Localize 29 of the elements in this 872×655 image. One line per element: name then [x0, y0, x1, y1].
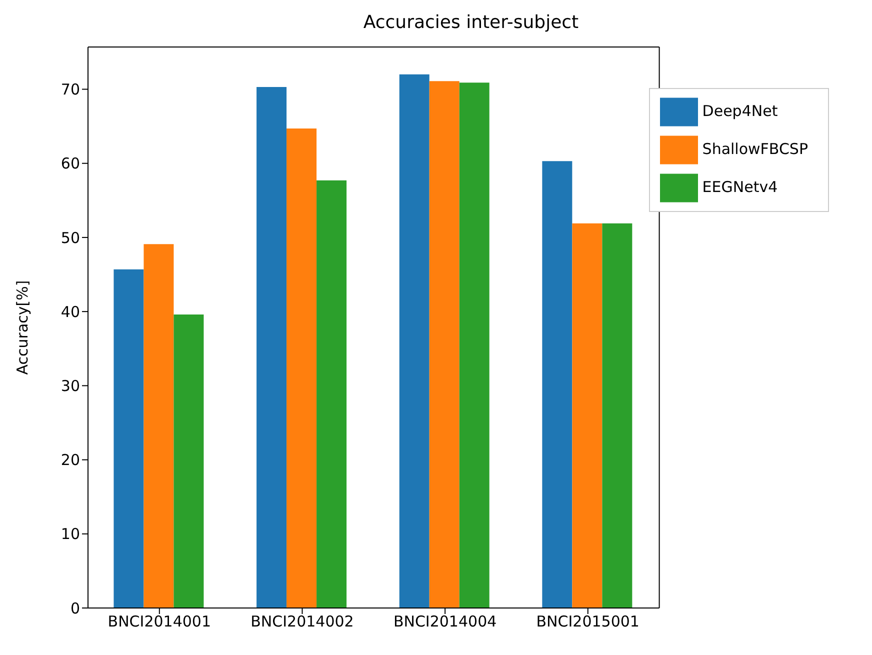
- bar: [399, 74, 430, 608]
- chart-title: Accuracies inter-subject: [362, 11, 580, 35]
- bar: [316, 180, 347, 608]
- bar: [174, 314, 204, 608]
- y-axis-title: Accuracy[%]: [13, 280, 32, 375]
- legend-label: Deep4Net: [702, 102, 778, 120]
- bar: [114, 269, 144, 608]
- bar: [144, 244, 174, 608]
- legend-label: ShallowFBCSP: [702, 140, 808, 158]
- bar: [542, 161, 572, 608]
- x-tick-label: BNCI2014002: [250, 612, 354, 631]
- x-tick-label: BNCI2015001: [536, 612, 640, 631]
- y-tick-label: 20: [60, 451, 80, 470]
- bar: [459, 82, 490, 608]
- y-tick-label: 60: [60, 154, 80, 173]
- y-tick-label: 50: [60, 228, 80, 247]
- x-tick-label: BNCI2014004: [393, 612, 497, 631]
- y-tick-label: 40: [60, 302, 80, 321]
- y-tick-label: 30: [60, 377, 80, 395]
- legend-label: EEGNetv4: [702, 178, 778, 196]
- bar: [602, 223, 632, 608]
- bar: [572, 223, 602, 608]
- bar: [429, 81, 460, 608]
- bar: [286, 128, 317, 608]
- y-tick-label: 10: [60, 525, 80, 544]
- y-tick-label: 0: [70, 599, 80, 618]
- bar: [256, 87, 287, 608]
- y-tick-label: 70: [60, 80, 80, 99]
- x-tick-label: BNCI2014001: [108, 612, 212, 631]
